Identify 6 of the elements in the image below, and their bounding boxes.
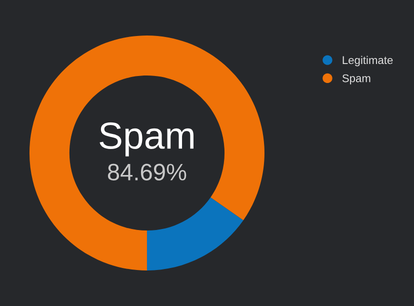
donut-slice (29, 36, 264, 271)
text: Spam (100, 122, 194, 156)
legend-label: Spam (342, 74, 370, 84)
donut-slice (146, 197, 244, 271)
text: 84.69% (108, 164, 186, 180)
legend-label: Legitimate (342, 56, 393, 66)
